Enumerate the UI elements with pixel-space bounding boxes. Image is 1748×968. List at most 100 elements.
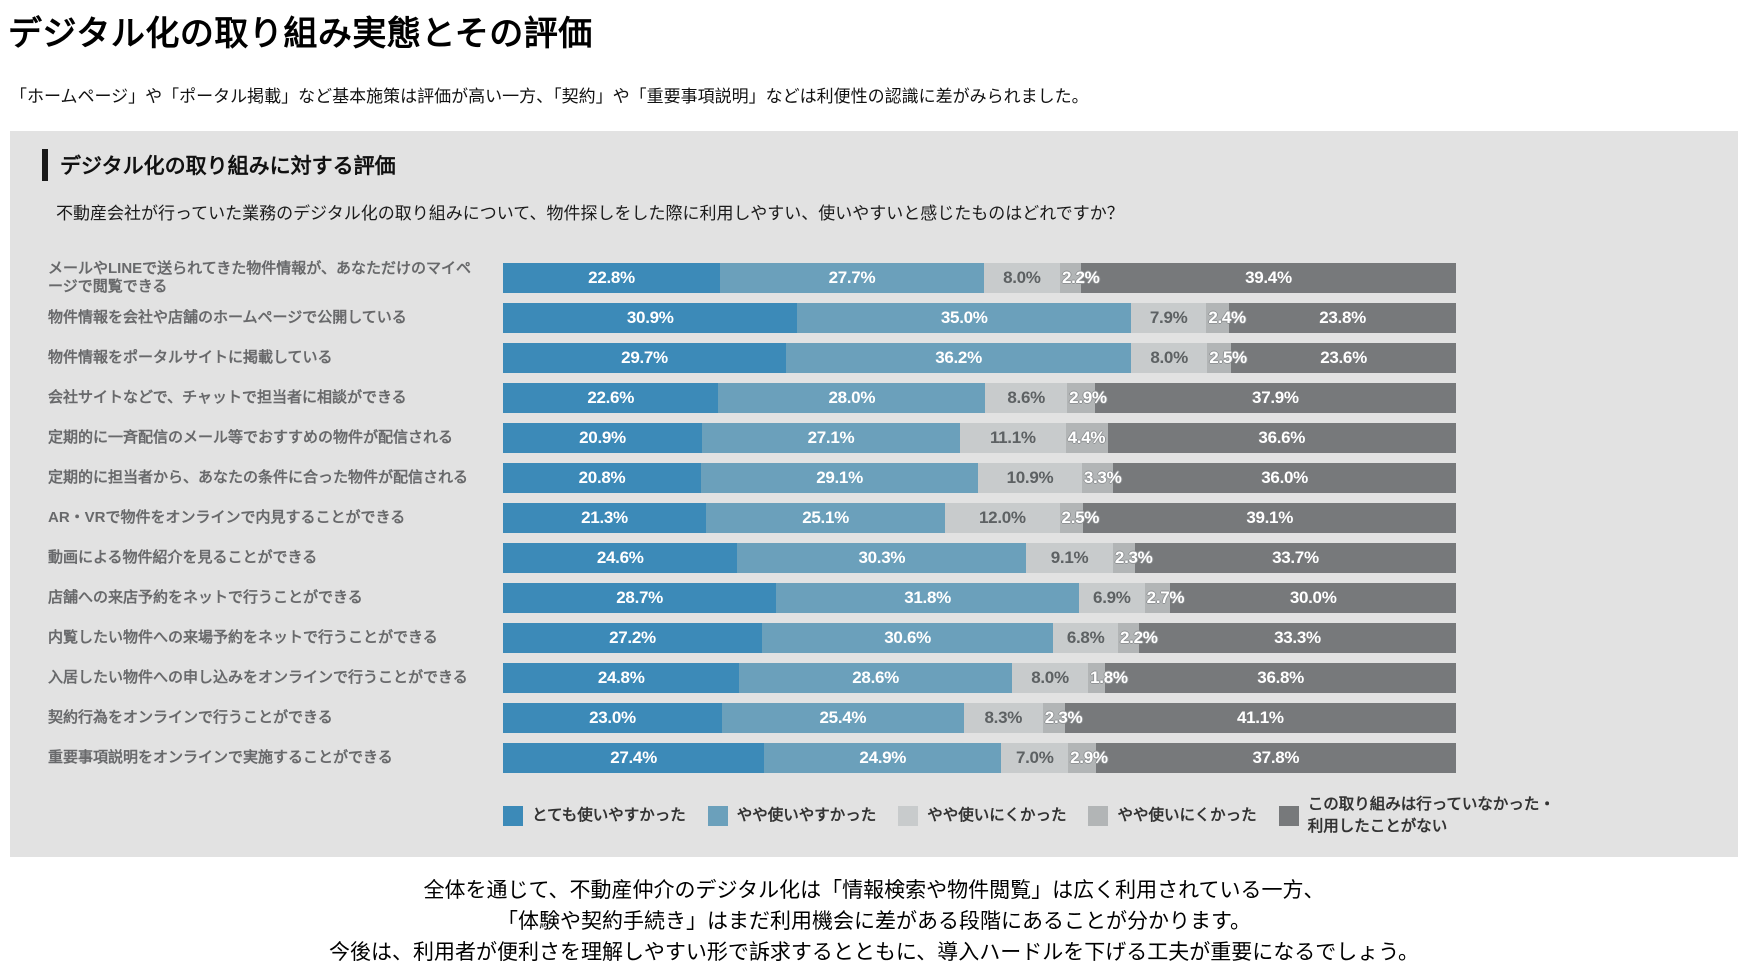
legend-label: やや使いにくかった — [927, 806, 1067, 824]
bar-segment: 31.8% — [776, 583, 1079, 613]
bar-track: 27.4% 24.9% 7.0% 2.9% 37.8% — [503, 743, 1456, 773]
row-label: 入居したい物件への申し込みをオンラインで行うことができる — [48, 669, 468, 686]
segment-value: 29.1% — [816, 468, 863, 487]
segment-value: 8.3% — [984, 708, 1023, 727]
legend-swatch — [1278, 805, 1299, 826]
bar-segment: 27.1% — [701, 423, 960, 453]
segment-value: 30.3% — [858, 548, 906, 567]
page-title: デジタル化の取り組み実態とその評価 — [8, 15, 593, 53]
legend-item: やや使いやすかった — [707, 805, 877, 827]
bar-track: 20.9% 27.1% 11.1% 4.4% 36.6% — [503, 423, 1456, 453]
segment-value: 2.4% — [1208, 308, 1246, 327]
bar-segment: 8.6% — [985, 383, 1068, 413]
bar-segment: 6.9% — [1078, 583, 1145, 613]
segment-value: 22.6% — [587, 388, 635, 407]
bar-segment: 28.0% — [718, 383, 986, 413]
segment-value: 37.9% — [1252, 388, 1299, 407]
segment-value: 2.2% — [1120, 628, 1158, 647]
bar-segment: 25.1% — [705, 503, 946, 533]
legend-item: この取り組みは行っていなかった・ 利用したことがない — [1278, 794, 1555, 837]
segment-value: 36.6% — [1258, 428, 1306, 447]
segment-value: 31.8% — [904, 588, 951, 607]
bar-track: 21.3% 25.1% 12.0% 2.5% 39.1% — [503, 503, 1456, 533]
bar-segment: 7.9% — [1131, 303, 1207, 333]
bar-segment: 24.9% — [764, 743, 1002, 773]
segment-value: 35.0% — [940, 308, 988, 327]
bar-track: 22.6% 28.0% 8.6% 2.9% 37.9% — [503, 383, 1456, 413]
bar-segment: 41.1% — [1064, 703, 1456, 733]
legend-item: やや使いにくかった — [1088, 805, 1257, 827]
segment-value: 23.8% — [1319, 308, 1366, 327]
bar-segment: 25.4% — [721, 703, 964, 733]
segment-value: 24.6% — [596, 548, 644, 567]
row-label: 物件情報をポータルサイトに掲載している — [48, 349, 333, 366]
segment-value: 29.7% — [621, 348, 668, 367]
row-label: 内覧したい物件への来場予約をネットで行うことができる — [48, 629, 438, 646]
bar-segment: 12.0% — [945, 503, 1060, 533]
segment-value: 28.6% — [852, 668, 899, 687]
segment-value: 39.1% — [1246, 508, 1294, 527]
bar-segment: 8.3% — [963, 703, 1043, 733]
bar-segment: 37.8% — [1095, 743, 1456, 773]
chart-row: 動画による物件紹介を見ることができる 24.6% 30.3% 9.1% 2.3% 33.7… — [42, 538, 1738, 578]
bar-segment: 36.6% — [1107, 423, 1456, 453]
segment-value: 8.0% — [1150, 348, 1188, 367]
segment-value: 4.4% — [1067, 428, 1106, 447]
legend-swatch — [503, 805, 523, 826]
segment-value: 36.8% — [1257, 668, 1304, 687]
bar-segment: 20.8% — [503, 463, 702, 493]
bar-segment: 29.7% — [503, 343, 787, 373]
bar-segment: 27.2% — [503, 623, 762, 653]
bar-segment: 9.1% — [1026, 543, 1113, 573]
stacked-bar-chart: メールやLINEで送られてきた物件情報が、あなただけのマイページで閲覧できる 22… — [42, 258, 1738, 837]
segment-value: 23.0% — [589, 708, 636, 727]
bar-segment: 36.2% — [786, 343, 1132, 373]
bar-track: 29.7% 36.2% 8.0% 2.5% 23.6% — [503, 343, 1456, 373]
heading-accent-bar — [42, 149, 48, 181]
bar-track: 28.7% 31.8% 6.9% 2.7% 30.0% — [503, 583, 1456, 613]
segment-value: 25.1% — [802, 508, 849, 527]
segment-value: 20.9% — [579, 428, 626, 447]
legend-item: やや使いにくかった — [898, 805, 1066, 827]
survey-question: 不動産会社が行っていた業務のデジタル化の取り組みについて、物件探しをした際に利用… — [56, 204, 1124, 223]
bar-segment: 22.6% — [503, 383, 719, 413]
bar-segment: 3.3% — [1081, 463, 1122, 493]
legend-label: やや使いやすかった — [736, 806, 877, 824]
bar-segment: 30.0% — [1170, 583, 1456, 613]
bar-segment: 10.9% — [978, 463, 1082, 493]
segment-value: 2.5% — [1061, 508, 1100, 527]
evaluation-panel: デジタル化の取り組みに対する評価 不動産会社が行っていた業務のデジタル化の取り組… — [10, 131, 1738, 857]
bar-segment: 2.9% — [1067, 383, 1107, 413]
bar-segment: 24.8% — [503, 663, 740, 693]
segment-value: 2.5% — [1209, 348, 1247, 367]
bar-segment: 22.8% — [503, 263, 721, 293]
bar-segment: 8.0% — [983, 263, 1060, 293]
chart-row: 内覧したい物件への来場予約をネットで行うことができる 27.2% 30.6% 6.8%… — [42, 618, 1738, 658]
segment-value: 11.1% — [989, 428, 1036, 447]
chart-legend: とても使いやすかった やや使いやすかった やや使いにくかった やや使いにくかった この取… — [503, 794, 1738, 837]
row-label: 定期的に担当者から、あなたの条件に合った物件が配信される — [48, 469, 469, 486]
chart-rows: メールやLINEで送られてきた物件情報が、あなただけのマイページで閲覧できる 22… — [42, 258, 1738, 778]
bar-segment: 2.9% — [1068, 743, 1108, 773]
segment-value: 27.2% — [609, 628, 656, 647]
legend-label: やや使いにくかった — [1117, 806, 1257, 824]
bar-segment: 23.0% — [503, 703, 722, 733]
bar-segment: 36.8% — [1105, 663, 1456, 693]
bar-segment: 6.8% — [1053, 623, 1119, 653]
bar-segment: 2.7% — [1144, 583, 1185, 613]
bar-segment: 4.4% — [1065, 423, 1108, 453]
segment-value: 33.3% — [1274, 628, 1321, 647]
bar-segment: 2.4% — [1206, 303, 1246, 333]
bar-segment: 8.0% — [1011, 663, 1089, 693]
bar-track: 30.9% 35.0% 7.9% 2.4% 23.8% — [503, 303, 1456, 333]
bar-segment: 2.2% — [1118, 623, 1158, 653]
segment-value: 1.8% — [1090, 668, 1128, 687]
legend-swatch — [707, 805, 728, 826]
chart-row: 定期的に一斉配信のメール等でおすすめの物件が配信される 20.9% 27.1% 11.… — [42, 418, 1738, 458]
row-label: 会社サイトなどで、チャットで担当者に相談ができる — [48, 389, 407, 406]
segment-value: 27.1% — [807, 428, 855, 447]
bar-segment: 37.9% — [1094, 383, 1456, 413]
segment-value: 24.8% — [597, 668, 645, 687]
segment-value: 2.7% — [1146, 588, 1185, 607]
chart-row: メールやLINEで送られてきた物件情報が、あなただけのマイページで閲覧できる 22… — [42, 258, 1738, 298]
